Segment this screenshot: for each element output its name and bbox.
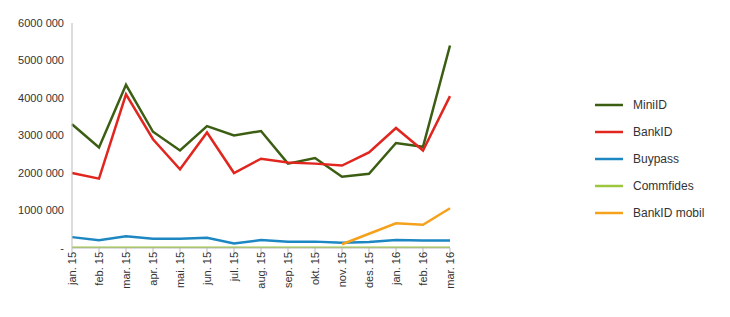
svg-text:aug. 15: aug. 15 xyxy=(255,252,267,289)
svg-text:jan. 16: jan. 16 xyxy=(390,252,402,286)
svg-text:4000 000: 4000 000 xyxy=(18,92,64,104)
svg-text:3000 000: 3000 000 xyxy=(18,129,64,141)
svg-text:6000 000: 6000 000 xyxy=(18,17,64,29)
html-text:Buypass: Buypass xyxy=(633,151,679,166)
svg-text:1000 000: 1000 000 xyxy=(18,204,64,216)
svg-text:feb. 16: feb. 16 xyxy=(417,252,429,286)
svg-text:mar. 15: mar. 15 xyxy=(120,252,132,289)
html-text:BankID: BankID xyxy=(633,124,673,139)
svg-text:okt. 15: okt. 15 xyxy=(309,252,321,285)
html-text:BankID mobil: BankID mobil xyxy=(633,205,705,220)
svg-text:-: - xyxy=(60,242,64,254)
svg-text:jul. 15: jul. 15 xyxy=(228,252,240,282)
html-text:Commfides: Commfides xyxy=(633,178,694,193)
svg-text:des. 15: des. 15 xyxy=(363,252,375,288)
svg-text:2000 000: 2000 000 xyxy=(18,167,64,179)
svg-text:feb. 15: feb. 15 xyxy=(93,252,105,286)
svg-text:sep. 15: sep. 15 xyxy=(282,252,294,288)
html-text:MiniID: MiniID xyxy=(633,97,667,112)
svg-text:apr. 15: apr. 15 xyxy=(147,252,159,286)
svg-text:mai. 15: mai. 15 xyxy=(174,252,186,288)
svg-text:nov. 15: nov. 15 xyxy=(336,252,348,287)
svg-text:mar. 16: mar. 16 xyxy=(444,252,456,289)
svg-text:jun. 15: jun. 15 xyxy=(201,252,213,286)
svg-text:jan. 15: jan. 15 xyxy=(66,252,78,286)
svg-text:5000 000: 5000 000 xyxy=(18,54,64,66)
